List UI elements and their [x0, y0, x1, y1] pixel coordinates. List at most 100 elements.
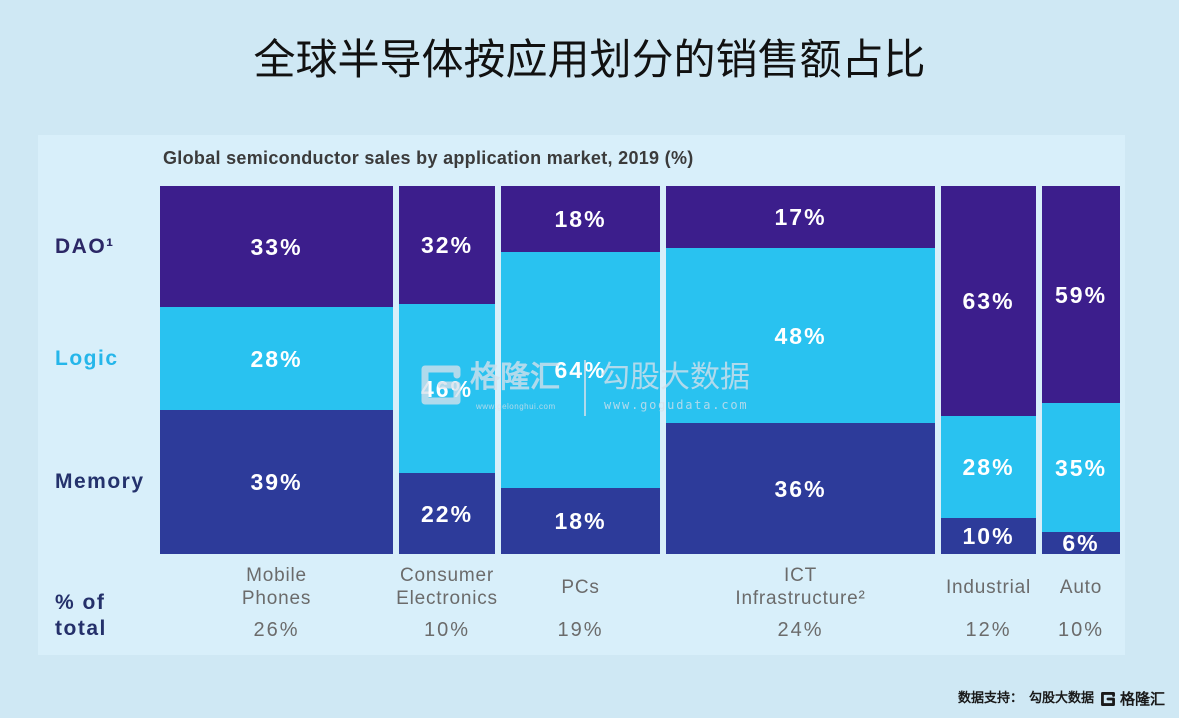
segment-value: 18: [554, 508, 585, 534]
segment-consumer-electronics-dao: [399, 186, 495, 304]
segment-ict-infrastructure-memory: [666, 423, 935, 554]
footer: 数据支持： 勾股大数据 格隆汇: [958, 689, 1165, 709]
watermark-brand-site: www.gelonghui.com: [476, 402, 556, 411]
segment-value-label: 18%: [501, 488, 660, 554]
segment-value: 36: [774, 475, 805, 502]
share-of-total-value: 12%: [939, 618, 1039, 642]
segment-industrial-logic: [941, 416, 1036, 518]
category-label-text: Auto: [1059, 576, 1103, 598]
segment-unit: %: [992, 454, 1015, 480]
category-label-auto: Auto: [991, 562, 1171, 612]
segment-ict-infrastructure-logic: [666, 248, 935, 423]
segment-value-label: 35%: [1042, 403, 1120, 532]
segment-value: 22: [420, 500, 451, 527]
watermark-brand: 格隆汇: [470, 360, 560, 395]
segment-auto-memory: [1042, 532, 1120, 554]
segment-value: 10: [962, 523, 993, 549]
segment-value-label: 36%: [666, 423, 935, 554]
segment-value-label: 28%: [160, 307, 393, 410]
segment-unit: %: [450, 232, 474, 258]
share-of-total-label: % of total: [55, 591, 107, 640]
segment-value: 28: [962, 454, 993, 480]
share-of-total-value: 19%: [531, 618, 631, 642]
segment-value-label: 17%: [666, 186, 935, 248]
share-value-number: 10: [423, 619, 451, 641]
segment-pcs-dao: [501, 186, 660, 252]
segment-consumer-electronics-memory: [399, 473, 495, 554]
share-value-number: 12: [965, 619, 992, 641]
share-value-number: 26: [253, 619, 280, 641]
category-label-text: Industrial: [945, 576, 1032, 598]
segment-unit: %: [804, 204, 827, 230]
watermark: 格隆汇 www.gelonghui.com 勾股大数据 www.gogudata…: [418, 358, 758, 418]
segment-unit: %: [1084, 281, 1108, 308]
category-label-consumer-electronics: Consumer Electronics: [357, 562, 537, 612]
category-label-mobile-phones: Mobile Phones: [187, 562, 367, 612]
segment-value-label: 48%: [666, 248, 935, 423]
row-label-logic: Logic: [55, 346, 119, 370]
segment-value: 63: [962, 288, 993, 314]
segment-value: 17: [774, 204, 805, 230]
share-value-unit: %: [1084, 619, 1105, 641]
segment-value-label: 18%: [501, 186, 660, 252]
segment-value: 6: [1062, 530, 1078, 556]
segment-value-label: 33%: [160, 186, 393, 307]
segment-unit: %: [584, 206, 607, 232]
segment-value-label: 39%: [160, 410, 393, 554]
category-label-industrial: Industrial: [899, 562, 1079, 612]
segment-unit: %: [992, 288, 1015, 314]
watermark-partner-site: www.gogudata.com: [604, 398, 749, 412]
category-label-text: Consumer Electronics: [396, 565, 498, 609]
category-label-pcs: PCs: [491, 562, 671, 612]
gelonghui-logo-icon: [418, 362, 464, 408]
segment-industrial-dao: [941, 186, 1036, 416]
segment-value-label: 32%: [399, 186, 495, 304]
segment-value-label: 6%: [1042, 530, 1120, 556]
source-name: 勾股大数据: [1029, 691, 1095, 706]
source-label: 数据支持：: [958, 691, 1024, 706]
category-label-text: Mobile Phones: [241, 565, 312, 609]
share-value-unit: %: [803, 619, 824, 641]
segment-unit: %: [280, 469, 303, 495]
segment-value-label: 64%: [501, 252, 660, 488]
share-value-unit: %: [450, 619, 471, 641]
segment-ict-infrastructure-dao: [666, 186, 935, 248]
segment-unit: %: [804, 322, 827, 349]
segment-value-label: 22%: [399, 473, 495, 554]
segment-pcs-memory: [501, 488, 660, 554]
segment-unit: %: [584, 357, 607, 383]
segment-unit: %: [1077, 530, 1100, 556]
share-of-total-value: 24%: [751, 618, 851, 642]
share-value-number: 10: [1057, 619, 1085, 641]
segment-value: 33: [250, 233, 281, 260]
segment-unit: %: [584, 508, 607, 534]
page-title: 全球半导体按应用划分的销售额占比: [253, 35, 926, 84]
share-of-total-value: 10%: [397, 618, 497, 642]
share-value-number: 24: [777, 619, 804, 641]
watermark-divider: [584, 360, 586, 416]
segment-value-label: 10%: [941, 518, 1036, 554]
share-of-total-value: 26%: [227, 618, 327, 642]
row-label-memory: Memory: [55, 470, 145, 493]
chart-title: Global semiconductor sales by applicatio…: [163, 148, 694, 168]
segment-auto-logic: [1042, 403, 1120, 532]
segment-value: 59: [1054, 281, 1085, 308]
share-value-unit: %: [583, 619, 604, 641]
category-label-text: ICT Infrastructure²: [735, 565, 866, 609]
segment-value-label: 63%: [941, 186, 1036, 416]
segment-auto-dao: [1042, 186, 1120, 403]
segment-value-label: 28%: [941, 416, 1036, 518]
watermark-partner: 勾股大数据: [600, 360, 750, 395]
segment-unit: %: [992, 523, 1015, 549]
segment-value: 48: [774, 322, 805, 349]
segment-value-label: 59%: [1042, 186, 1120, 403]
segment-unit: %: [280, 233, 303, 260]
share-value-unit: %: [991, 619, 1012, 641]
segment-value: 64: [554, 357, 585, 383]
share-value-number: 19: [557, 619, 584, 641]
segment-value: 28: [250, 345, 281, 372]
segment-unit: %: [804, 475, 827, 502]
segment-industrial-memory: [941, 518, 1036, 554]
segment-value: 39: [250, 469, 281, 495]
